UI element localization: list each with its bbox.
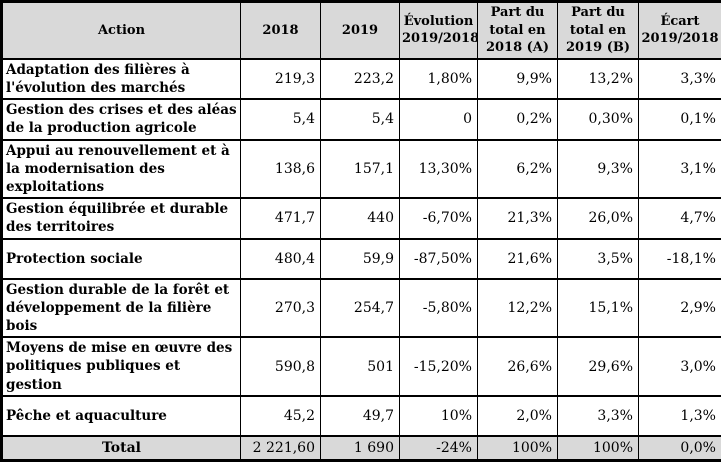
value-2018-cell: 45,2 [241,396,321,436]
evolution-cell: 10% [400,396,478,436]
total-2019-cell: 1 690 [321,436,400,461]
total-label-cell: Total [2,436,241,461]
part-2018-cell: 6,2% [478,140,558,199]
action-cell: Gestion des crises et des aléas de la pr… [2,99,241,139]
ecart-cell: 2,9% [639,279,721,338]
part-2018-cell: 12,2% [478,279,558,338]
total-ecart-cell: 0,0% [639,436,721,461]
table-row-adaptation-filieres: Adaptation des filières à l'évolution de… [2,59,721,99]
value-2019-cell: 223,2 [321,59,400,99]
value-2019-cell: 59,9 [321,239,400,279]
value-2019-cell: 440 [321,198,400,238]
action-cell: Gestion équilibrée et durable des territ… [2,198,241,238]
ecart-cell: 1,3% [639,396,721,436]
part-2019-cell: 3,3% [558,396,639,436]
ecart-cell: 3,0% [639,337,721,396]
part-2019-cell: 26,0% [558,198,639,238]
part-2019-cell: 0,30% [558,99,639,139]
value-2018-cell: 138,6 [241,140,321,199]
action-cell: Protection sociale [2,239,241,279]
ecart-cell: -18,1% [639,239,721,279]
evolution-cell: 0 [400,99,478,139]
ecart-cell: 0,1% [639,99,721,139]
total-part-2018-cell: 100% [478,436,558,461]
value-2018-cell: 270,3 [241,279,321,338]
table-row-gestion-crises: Gestion des crises et des aléas de la pr… [2,99,721,139]
value-2018-cell: 219,3 [241,59,321,99]
value-2018-cell: 471,7 [241,198,321,238]
table-row-moyens-mise-en-oeuvre: Moyens de mise en œuvre des politiques p… [2,337,721,396]
col-header-evolution: Évolution 2019/2018 [400,2,478,59]
value-2019-cell: 501 [321,337,400,396]
table-row-peche-aquaculture: Pêche et aquaculture 45,2 49,7 10% 2,0% … [2,396,721,436]
value-2019-cell: 157,1 [321,140,400,199]
table-row-gestion-foret: Gestion durable de la forêt et développe… [2,279,721,338]
table-row-gestion-equilibree: Gestion équilibrée et durable des territ… [2,198,721,238]
col-header-ecart: Écart 2019/2018 [639,2,721,59]
part-2019-cell: 29,6% [558,337,639,396]
total-evolution-cell: -24% [400,436,478,461]
evolution-cell: 1,80% [400,59,478,99]
table-row-protection-sociale: Protection sociale 480,4 59,9 -87,50% 21… [2,239,721,279]
value-2018-cell: 590,8 [241,337,321,396]
total-row: Total 2 221,60 1 690 -24% 100% 100% 0,0% [2,436,721,461]
total-part-2019-cell: 100% [558,436,639,461]
part-2019-cell: 3,5% [558,239,639,279]
col-header-2019: 2019 [321,2,400,59]
col-header-part-total-2018: Part du total en 2018 (A) [478,2,558,59]
part-2018-cell: 9,9% [478,59,558,99]
part-2018-cell: 21,6% [478,239,558,279]
part-2018-cell: 26,6% [478,337,558,396]
ecart-cell: 3,3% [639,59,721,99]
col-header-part-total-2019: Part du total en 2019 (B) [558,2,639,59]
part-2018-cell: 0,2% [478,99,558,139]
ecart-cell: 3,1% [639,140,721,199]
part-2019-cell: 15,1% [558,279,639,338]
evolution-cell: -15,20% [400,337,478,396]
value-2018-cell: 480,4 [241,239,321,279]
part-2019-cell: 13,2% [558,59,639,99]
col-header-action: Action [2,2,241,59]
table-row-appui-renouvellement: Appui au renouvellement et à la modernis… [2,140,721,199]
part-2019-cell: 9,3% [558,140,639,199]
evolution-cell: -87,50% [400,239,478,279]
action-cell: Adaptation des filières à l'évolution de… [2,59,241,99]
value-2019-cell: 49,7 [321,396,400,436]
action-cell: Appui au renouvellement et à la modernis… [2,140,241,199]
part-2018-cell: 21,3% [478,198,558,238]
total-2018-cell: 2 221,60 [241,436,321,461]
part-2018-cell: 2,0% [478,396,558,436]
value-2019-cell: 254,7 [321,279,400,338]
evolution-cell: 13,30% [400,140,478,199]
col-header-2018: 2018 [241,2,321,59]
header-row: Action 2018 2019 Évolution 2019/2018 Par… [2,2,721,59]
action-cell: Gestion durable de la forêt et développe… [2,279,241,338]
ecart-cell: 4,7% [639,198,721,238]
evolution-cell: -5,80% [400,279,478,338]
evolution-cell: -6,70% [400,198,478,238]
value-2019-cell: 5,4 [321,99,400,139]
action-cell: Moyens de mise en œuvre des politiques p… [2,337,241,396]
value-2018-cell: 5,4 [241,99,321,139]
action-cell: Pêche et aquaculture [2,396,241,436]
